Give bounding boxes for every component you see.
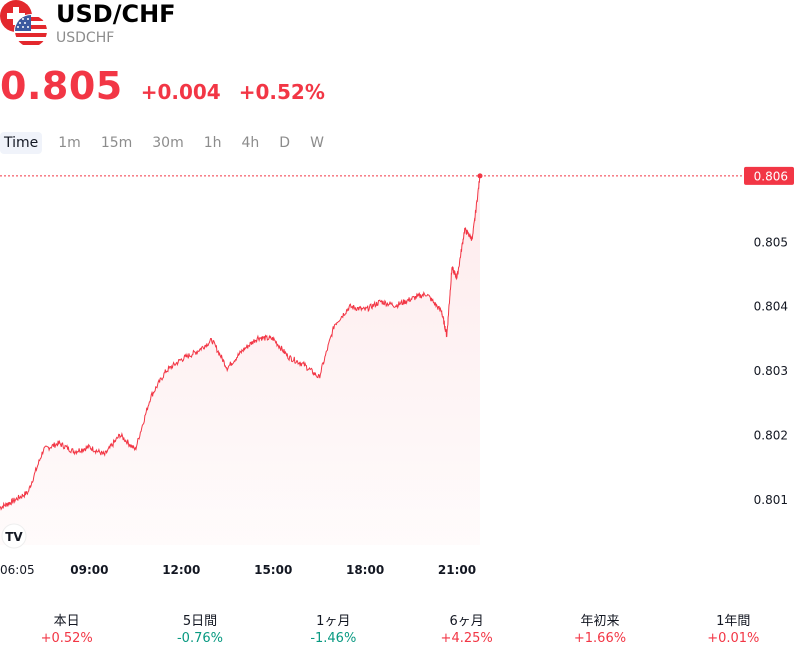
x-tick-label: 06:05 bbox=[0, 563, 35, 577]
price-line bbox=[0, 175, 481, 511]
svg-text:TV: TV bbox=[5, 530, 23, 544]
period-label: 6ヶ月 bbox=[449, 614, 484, 629]
last-price-badge-label: 0.806 bbox=[754, 169, 788, 183]
period-value: -1.46% bbox=[310, 631, 357, 646]
period-1y[interactable]: 1年間 +0.01% bbox=[667, 610, 800, 646]
period-6m[interactable]: 6ヶ月 +4.25% bbox=[400, 610, 533, 646]
us-flag-icon bbox=[14, 14, 48, 48]
price-row: 0.805 +0.004 +0.52% bbox=[0, 64, 325, 108]
period-5d[interactable]: 5日間 -0.76% bbox=[133, 610, 266, 646]
y-tick-label: 0.804 bbox=[754, 300, 788, 314]
price-change: +0.004 bbox=[140, 80, 221, 104]
period-value: -0.76% bbox=[176, 631, 223, 646]
period-1m[interactable]: 1ヶ月 -1.46% bbox=[267, 610, 400, 646]
tab-time[interactable]: Time bbox=[0, 132, 43, 154]
period-value: +1.66% bbox=[573, 631, 627, 646]
tab-30m[interactable]: 30m bbox=[152, 135, 184, 151]
x-tick-label: 09:00 bbox=[70, 563, 108, 577]
period-label: 5日間 bbox=[182, 614, 218, 629]
current-price: 0.805 bbox=[0, 64, 123, 108]
period-value: +4.25% bbox=[440, 631, 493, 646]
tab-w[interactable]: W bbox=[310, 135, 324, 151]
y-tick-label: 0.803 bbox=[754, 364, 788, 378]
currency-flags bbox=[0, 0, 50, 50]
price-change-percent: +0.52% bbox=[238, 80, 325, 104]
tab-15m[interactable]: 15m bbox=[100, 135, 133, 151]
performance-periods: 本日 +0.52% 5日間 -0.76% 1ヶ月 -1.46% 6ヶ月 +4.2… bbox=[0, 610, 800, 646]
tab-1m[interactable]: 1m bbox=[58, 135, 81, 151]
price-chart[interactable]: 0.806 0.805 0.804 0.803 0.802 0.801 06:05 09:0… bbox=[0, 160, 800, 585]
x-tick-label: 18:00 bbox=[346, 563, 384, 577]
y-tick-label: 0.801 bbox=[754, 493, 788, 507]
price-area-fill bbox=[0, 175, 480, 545]
last-price-dot bbox=[477, 173, 483, 179]
symbol-ticker: USDCHF bbox=[56, 30, 115, 46]
period-label: 1ヶ月 bbox=[316, 614, 351, 629]
period-value: +0.52% bbox=[40, 631, 93, 646]
period-today[interactable]: 本日 +0.52% bbox=[0, 610, 133, 646]
period-label: 年初来 bbox=[580, 614, 620, 629]
period-label: 1年間 bbox=[716, 614, 751, 629]
tab-4h[interactable]: 4h bbox=[241, 135, 260, 151]
period-value: +0.01% bbox=[707, 631, 760, 646]
x-tick-label: 21:00 bbox=[438, 563, 476, 577]
period-label: 本日 bbox=[53, 614, 80, 629]
x-tick-label: 12:00 bbox=[162, 563, 200, 577]
x-tick-label: 15:00 bbox=[254, 563, 292, 577]
timeframe-tabs: Time 1m 15m 30m 1h 4h D W bbox=[0, 132, 340, 154]
y-tick-label: 0.805 bbox=[754, 235, 788, 249]
tab-d[interactable]: D bbox=[279, 135, 291, 151]
last-price-badge bbox=[744, 166, 794, 185]
y-tick-label: 0.802 bbox=[754, 429, 788, 443]
symbol-title: USD/CHF bbox=[56, 0, 176, 28]
tradingview-logo-icon[interactable]: TV bbox=[1, 523, 27, 549]
tab-1h[interactable]: 1h bbox=[203, 135, 222, 151]
period-ytd[interactable]: 年初来 +1.66% bbox=[533, 610, 666, 646]
